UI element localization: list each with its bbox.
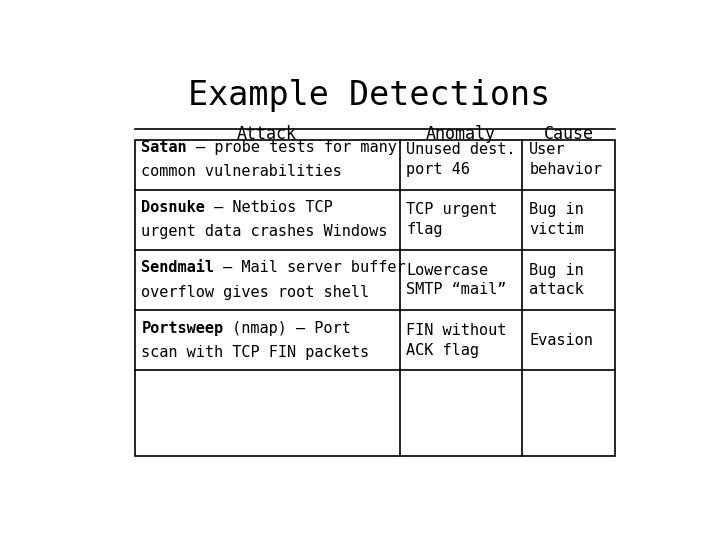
Text: urgent data crashes Windows: urgent data crashes Windows xyxy=(141,224,387,239)
Text: Portsweep: Portsweep xyxy=(141,321,223,336)
Bar xyxy=(135,140,615,456)
Text: – Mail server buffer: – Mail server buffer xyxy=(215,260,406,275)
Text: – Netbios TCP: – Netbios TCP xyxy=(205,200,333,215)
Text: common vulnerabilities: common vulnerabilities xyxy=(141,164,342,179)
Text: Evasion: Evasion xyxy=(529,333,593,348)
Text: Bug in
attack: Bug in attack xyxy=(529,262,584,298)
Text: TCP urgent
flag: TCP urgent flag xyxy=(406,202,498,237)
Text: – probe tests for many: – probe tests for many xyxy=(187,140,397,155)
Text: User
behavior: User behavior xyxy=(529,142,602,177)
Text: Unused dest.
port 46: Unused dest. port 46 xyxy=(406,142,516,177)
Text: Lowercase
SMTP “mail”: Lowercase SMTP “mail” xyxy=(406,262,507,298)
Text: (nmap) – Port: (nmap) – Port xyxy=(223,321,351,336)
Text: overflow gives root shell: overflow gives root shell xyxy=(141,285,369,300)
Text: Satan: Satan xyxy=(141,140,187,155)
Text: scan with TCP FIN packets: scan with TCP FIN packets xyxy=(141,345,369,360)
Text: Example Detections: Example Detections xyxy=(188,79,550,112)
Text: FIN without
ACK flag: FIN without ACK flag xyxy=(406,323,507,357)
Text: Dosnuke: Dosnuke xyxy=(141,200,205,215)
Text: Anomaly: Anomaly xyxy=(426,125,496,144)
Text: Sendmail: Sendmail xyxy=(141,260,215,275)
Text: Bug in
victim: Bug in victim xyxy=(529,202,584,237)
Text: Cause: Cause xyxy=(544,125,593,144)
Text: Attack: Attack xyxy=(237,125,297,144)
